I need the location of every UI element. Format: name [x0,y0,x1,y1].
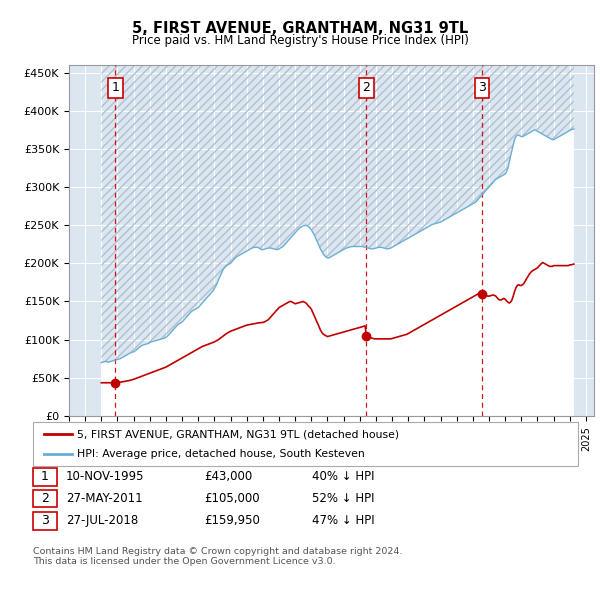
Text: £105,000: £105,000 [204,492,260,505]
Text: HPI: Average price, detached house, South Kesteven: HPI: Average price, detached house, Sout… [77,449,365,458]
Text: Contains HM Land Registry data © Crown copyright and database right 2024.
This d: Contains HM Land Registry data © Crown c… [33,547,403,566]
Text: 2: 2 [41,492,49,505]
Text: 10-NOV-1995: 10-NOV-1995 [66,470,145,483]
Text: 5, FIRST AVENUE, GRANTHAM, NG31 9TL (detached house): 5, FIRST AVENUE, GRANTHAM, NG31 9TL (det… [77,430,399,439]
Text: 3: 3 [41,514,49,527]
Text: £159,950: £159,950 [204,514,260,527]
Text: 27-JUL-2018: 27-JUL-2018 [66,514,138,527]
Text: 2: 2 [362,81,370,94]
Text: 52% ↓ HPI: 52% ↓ HPI [312,492,374,505]
Text: 1: 1 [111,81,119,94]
Text: 3: 3 [478,81,486,94]
Text: £43,000: £43,000 [204,470,252,483]
Text: 1: 1 [41,470,49,483]
Text: 27-MAY-2011: 27-MAY-2011 [66,492,143,505]
Text: 47% ↓ HPI: 47% ↓ HPI [312,514,374,527]
Text: 40% ↓ HPI: 40% ↓ HPI [312,470,374,483]
Text: 5, FIRST AVENUE, GRANTHAM, NG31 9TL: 5, FIRST AVENUE, GRANTHAM, NG31 9TL [132,21,468,35]
Text: Price paid vs. HM Land Registry's House Price Index (HPI): Price paid vs. HM Land Registry's House … [131,34,469,47]
